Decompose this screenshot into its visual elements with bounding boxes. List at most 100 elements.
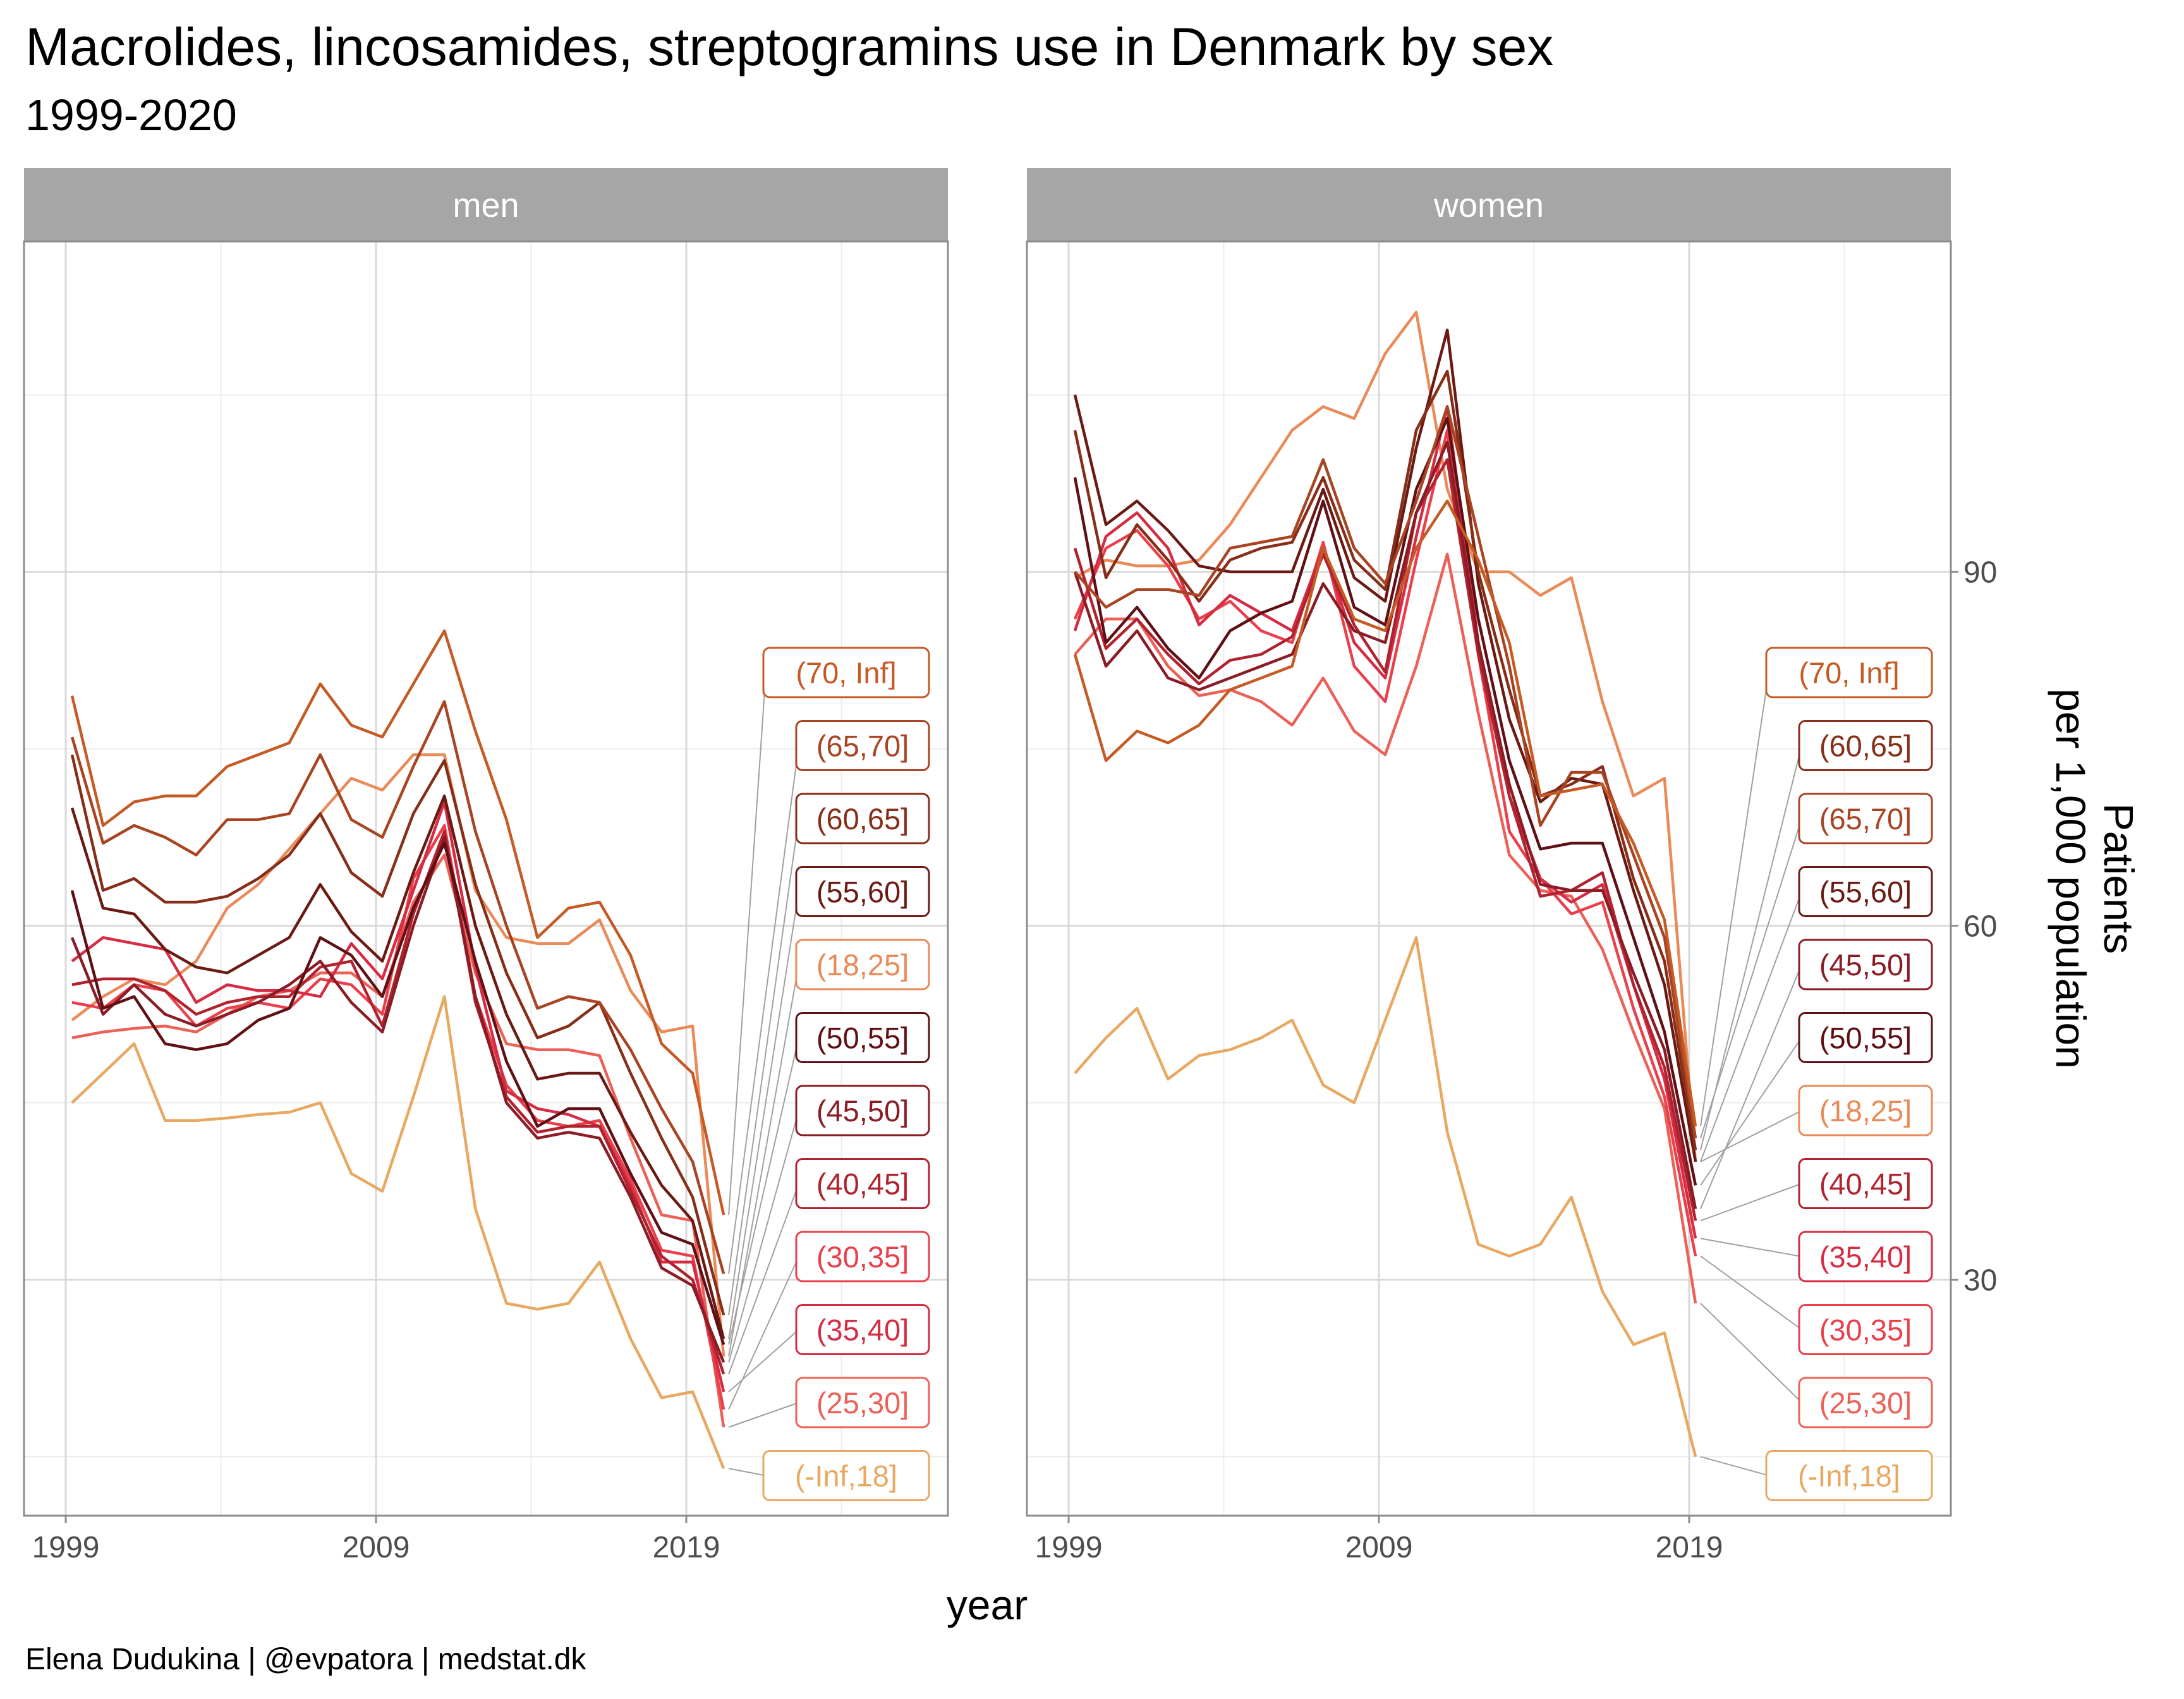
series-label: (18,25] <box>1819 1094 1912 1128</box>
y-axis-label-line: Patients <box>2096 803 2142 954</box>
y-tick-label: 90 <box>1963 556 1997 590</box>
label-leader <box>1700 1456 1769 1477</box>
series-label: (30,35] <box>816 1240 909 1274</box>
x-tick-label: 2009 <box>343 1531 410 1564</box>
label-leader <box>1700 964 1802 1210</box>
series-line <box>70 700 725 1274</box>
label-box <box>1798 866 1933 917</box>
panel-strip <box>1027 168 1951 241</box>
panel-strip-label: men <box>452 186 519 224</box>
label-box <box>795 720 930 771</box>
series-line <box>1074 552 1697 1304</box>
label-leader <box>728 672 767 1215</box>
label-leader <box>728 1183 799 1375</box>
label-box <box>1798 793 1933 844</box>
label-box <box>795 793 930 844</box>
label-leader <box>1700 1037 1802 1186</box>
series-line <box>1073 458 1697 1221</box>
series-label: (35,40] <box>816 1313 909 1347</box>
series-line <box>1074 310 1697 1162</box>
series-line <box>70 795 725 1339</box>
label-box <box>1798 1231 1933 1282</box>
series-line <box>70 629 725 1215</box>
panel-men: men 1999 2009 2019 (70, Inf] (65,70] (60,65] (5… <box>23 168 949 1564</box>
series-label: (45,50] <box>1819 948 1912 982</box>
label-leader <box>1700 818 1802 1138</box>
series-label: (70, Inf] <box>796 656 896 690</box>
series-label: (35,40] <box>1819 1240 1912 1274</box>
label-leader <box>1700 1110 1802 1162</box>
series-label: (50,55] <box>816 1021 909 1055</box>
label-box <box>1798 1158 1933 1209</box>
series-line <box>1074 405 1697 1139</box>
series-label: (-Inf,18] <box>1798 1459 1900 1493</box>
x-tick-label: 2009 <box>1345 1531 1413 1564</box>
chart-caption: Elena Dudukina | @evpatora | medstat.dk <box>25 1643 586 1676</box>
panel-women: women 1999 2009 2019 (70, Inf] (60,65] (65,70]… <box>1026 168 1997 1564</box>
panel-border <box>23 240 949 1517</box>
label-leader <box>728 1110 799 1363</box>
series-line <box>1073 441 1697 1210</box>
x-tick-label: 1999 <box>32 1531 100 1564</box>
series-label: (-Inf,18] <box>795 1459 897 1493</box>
series-line <box>70 754 725 1316</box>
panel-strip-label: women <box>1433 186 1544 224</box>
label-box <box>795 939 930 990</box>
series-label: (30,35] <box>1819 1313 1912 1347</box>
label-leader <box>1700 891 1802 1162</box>
series-line <box>1073 328 1697 1162</box>
series-line <box>1073 499 1697 1127</box>
label-box <box>1765 1450 1933 1501</box>
series-line <box>1073 370 1697 1150</box>
label-leader <box>728 1037 799 1345</box>
series-line <box>71 995 725 1470</box>
label-box <box>795 1085 930 1136</box>
label-box <box>795 1304 930 1355</box>
label-box <box>795 1377 930 1428</box>
series-label: (65,70] <box>1819 802 1912 836</box>
series-label: (70, Inf] <box>1799 656 1899 690</box>
label-box <box>1798 1304 1933 1355</box>
series-label: (60,65] <box>1819 729 1912 763</box>
series-label: (18,25] <box>816 948 909 982</box>
label-leader <box>728 1256 799 1410</box>
label-leader <box>728 745 799 1274</box>
x-axis-label: year <box>947 1581 1028 1628</box>
series-line <box>71 800 725 1392</box>
series-line <box>71 753 725 1357</box>
chart-title: Macrolides, lincosamides, streptogramins… <box>25 17 1554 76</box>
label-leader <box>728 1402 799 1428</box>
series-label: (25,30] <box>816 1386 909 1420</box>
series-line <box>1074 936 1697 1458</box>
label-leader <box>1700 1303 1802 1403</box>
y-tick-label: 30 <box>1963 1264 1997 1298</box>
label-box <box>795 1012 930 1063</box>
label-box <box>795 1231 930 1282</box>
x-tick-label: 1999 <box>1035 1531 1103 1564</box>
panel-strip <box>24 168 948 241</box>
label-box <box>1798 720 1933 771</box>
label-leader <box>1700 672 1769 1127</box>
series-line <box>1073 417 1697 1186</box>
x-tick-label: 2019 <box>653 1531 720 1564</box>
label-box <box>1798 939 1933 990</box>
label-leader <box>1700 745 1802 1150</box>
series-line <box>1073 429 1697 1257</box>
label-leader <box>728 1329 799 1392</box>
series-line <box>71 824 725 1410</box>
series-line <box>70 841 725 1345</box>
chart-subtitle: 1999-2020 <box>25 90 237 140</box>
x-tick-label: 2019 <box>1656 1531 1723 1564</box>
series-label: (25,30] <box>1819 1386 1912 1420</box>
panel-border <box>1026 240 1952 1517</box>
label-box <box>1798 1012 1933 1063</box>
series-label: (40,45] <box>1819 1167 1912 1201</box>
label-box <box>1765 647 1933 698</box>
series-label: (50,55] <box>1819 1021 1912 1055</box>
label-leader <box>1700 1255 1802 1331</box>
label-leader <box>1700 1183 1802 1222</box>
y-axis-label-line: per 1,000 population <box>2048 688 2094 1069</box>
series-line <box>71 830 725 1375</box>
label-leader <box>728 1468 767 1477</box>
